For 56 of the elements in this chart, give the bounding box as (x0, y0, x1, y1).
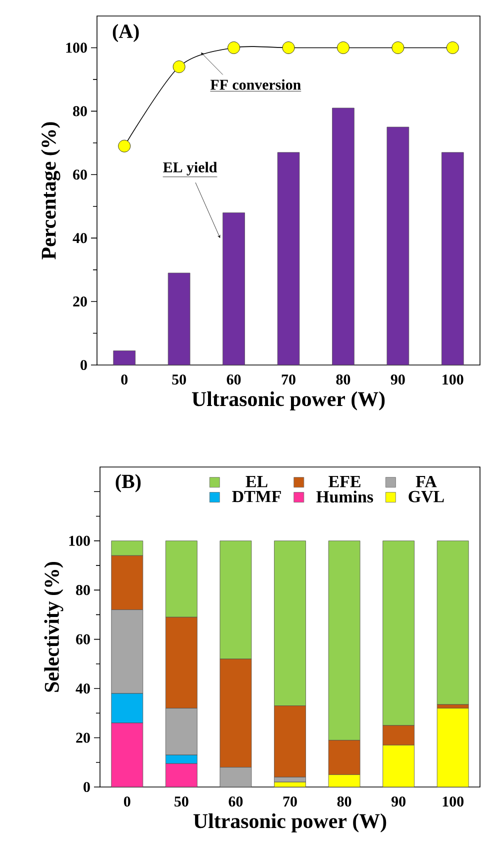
x-tick-label: 50 (172, 374, 186, 385)
x-tick-label: 100 (442, 374, 464, 385)
bar (436, 708, 469, 788)
y-tick-label: 20 (73, 296, 87, 307)
bar (436, 540, 469, 705)
bar (222, 212, 245, 366)
legend-label: EFE (328, 476, 360, 488)
chart-title: (A) (112, 24, 139, 42)
y-tick-label: 40 (76, 683, 90, 694)
bar (277, 152, 300, 366)
bar (442, 152, 464, 366)
y-tick-label: 20 (76, 732, 90, 743)
x-axis-title: Ultrasonic power (W) (192, 391, 385, 410)
legend-label: FF conversion (210, 79, 301, 90)
point (282, 42, 295, 54)
legend-label: EL (246, 476, 268, 488)
point (337, 42, 350, 54)
point (392, 42, 404, 54)
y-tick-label: 60 (73, 170, 87, 180)
x-tick-label: 70 (282, 374, 296, 385)
chart-title: (B) (116, 474, 141, 492)
y-tick-label: 100 (66, 42, 87, 53)
legend-label: GVL (408, 490, 444, 502)
y-tick-label: 80 (76, 585, 90, 596)
y-tick-label: 0 (84, 782, 90, 792)
legend-label: DTMF (232, 490, 281, 502)
point (228, 42, 240, 54)
x-axis-title: Ultrasonic power (W) (193, 813, 386, 832)
x-tick-label: 60 (228, 796, 243, 807)
x-tick-label: 90 (390, 374, 405, 385)
x-tick-label: 50 (174, 796, 188, 807)
y-axis-title: Percentage (%) (41, 122, 60, 260)
point (172, 60, 186, 73)
point (446, 42, 459, 54)
x-tick-label: 70 (283, 796, 297, 807)
bar (332, 108, 354, 366)
y-tick-label: 60 (76, 634, 90, 644)
legend-label: Humins (316, 490, 374, 503)
legend-label: FA (416, 476, 437, 488)
bar (168, 272, 190, 366)
y-tick-label: 100 (69, 536, 90, 546)
x-tick-label: 100 (442, 796, 464, 807)
bar (113, 350, 136, 366)
y-tick-label: 0 (80, 360, 87, 370)
bar (386, 126, 410, 366)
y-tick-label: 80 (73, 106, 87, 116)
y-tick-label: 40 (72, 233, 87, 244)
x-tick-label: 0 (121, 374, 128, 385)
y-axis-title: Selectivity (%) (44, 562, 64, 692)
x-tick-label: 90 (392, 796, 406, 807)
point (118, 140, 131, 152)
x-tick-label: 80 (337, 796, 352, 807)
x-tick-label: 80 (336, 374, 350, 385)
text: EL yield (163, 162, 218, 176)
x-tick-label: 60 (226, 374, 241, 385)
x-tick-label: 0 (124, 796, 130, 807)
